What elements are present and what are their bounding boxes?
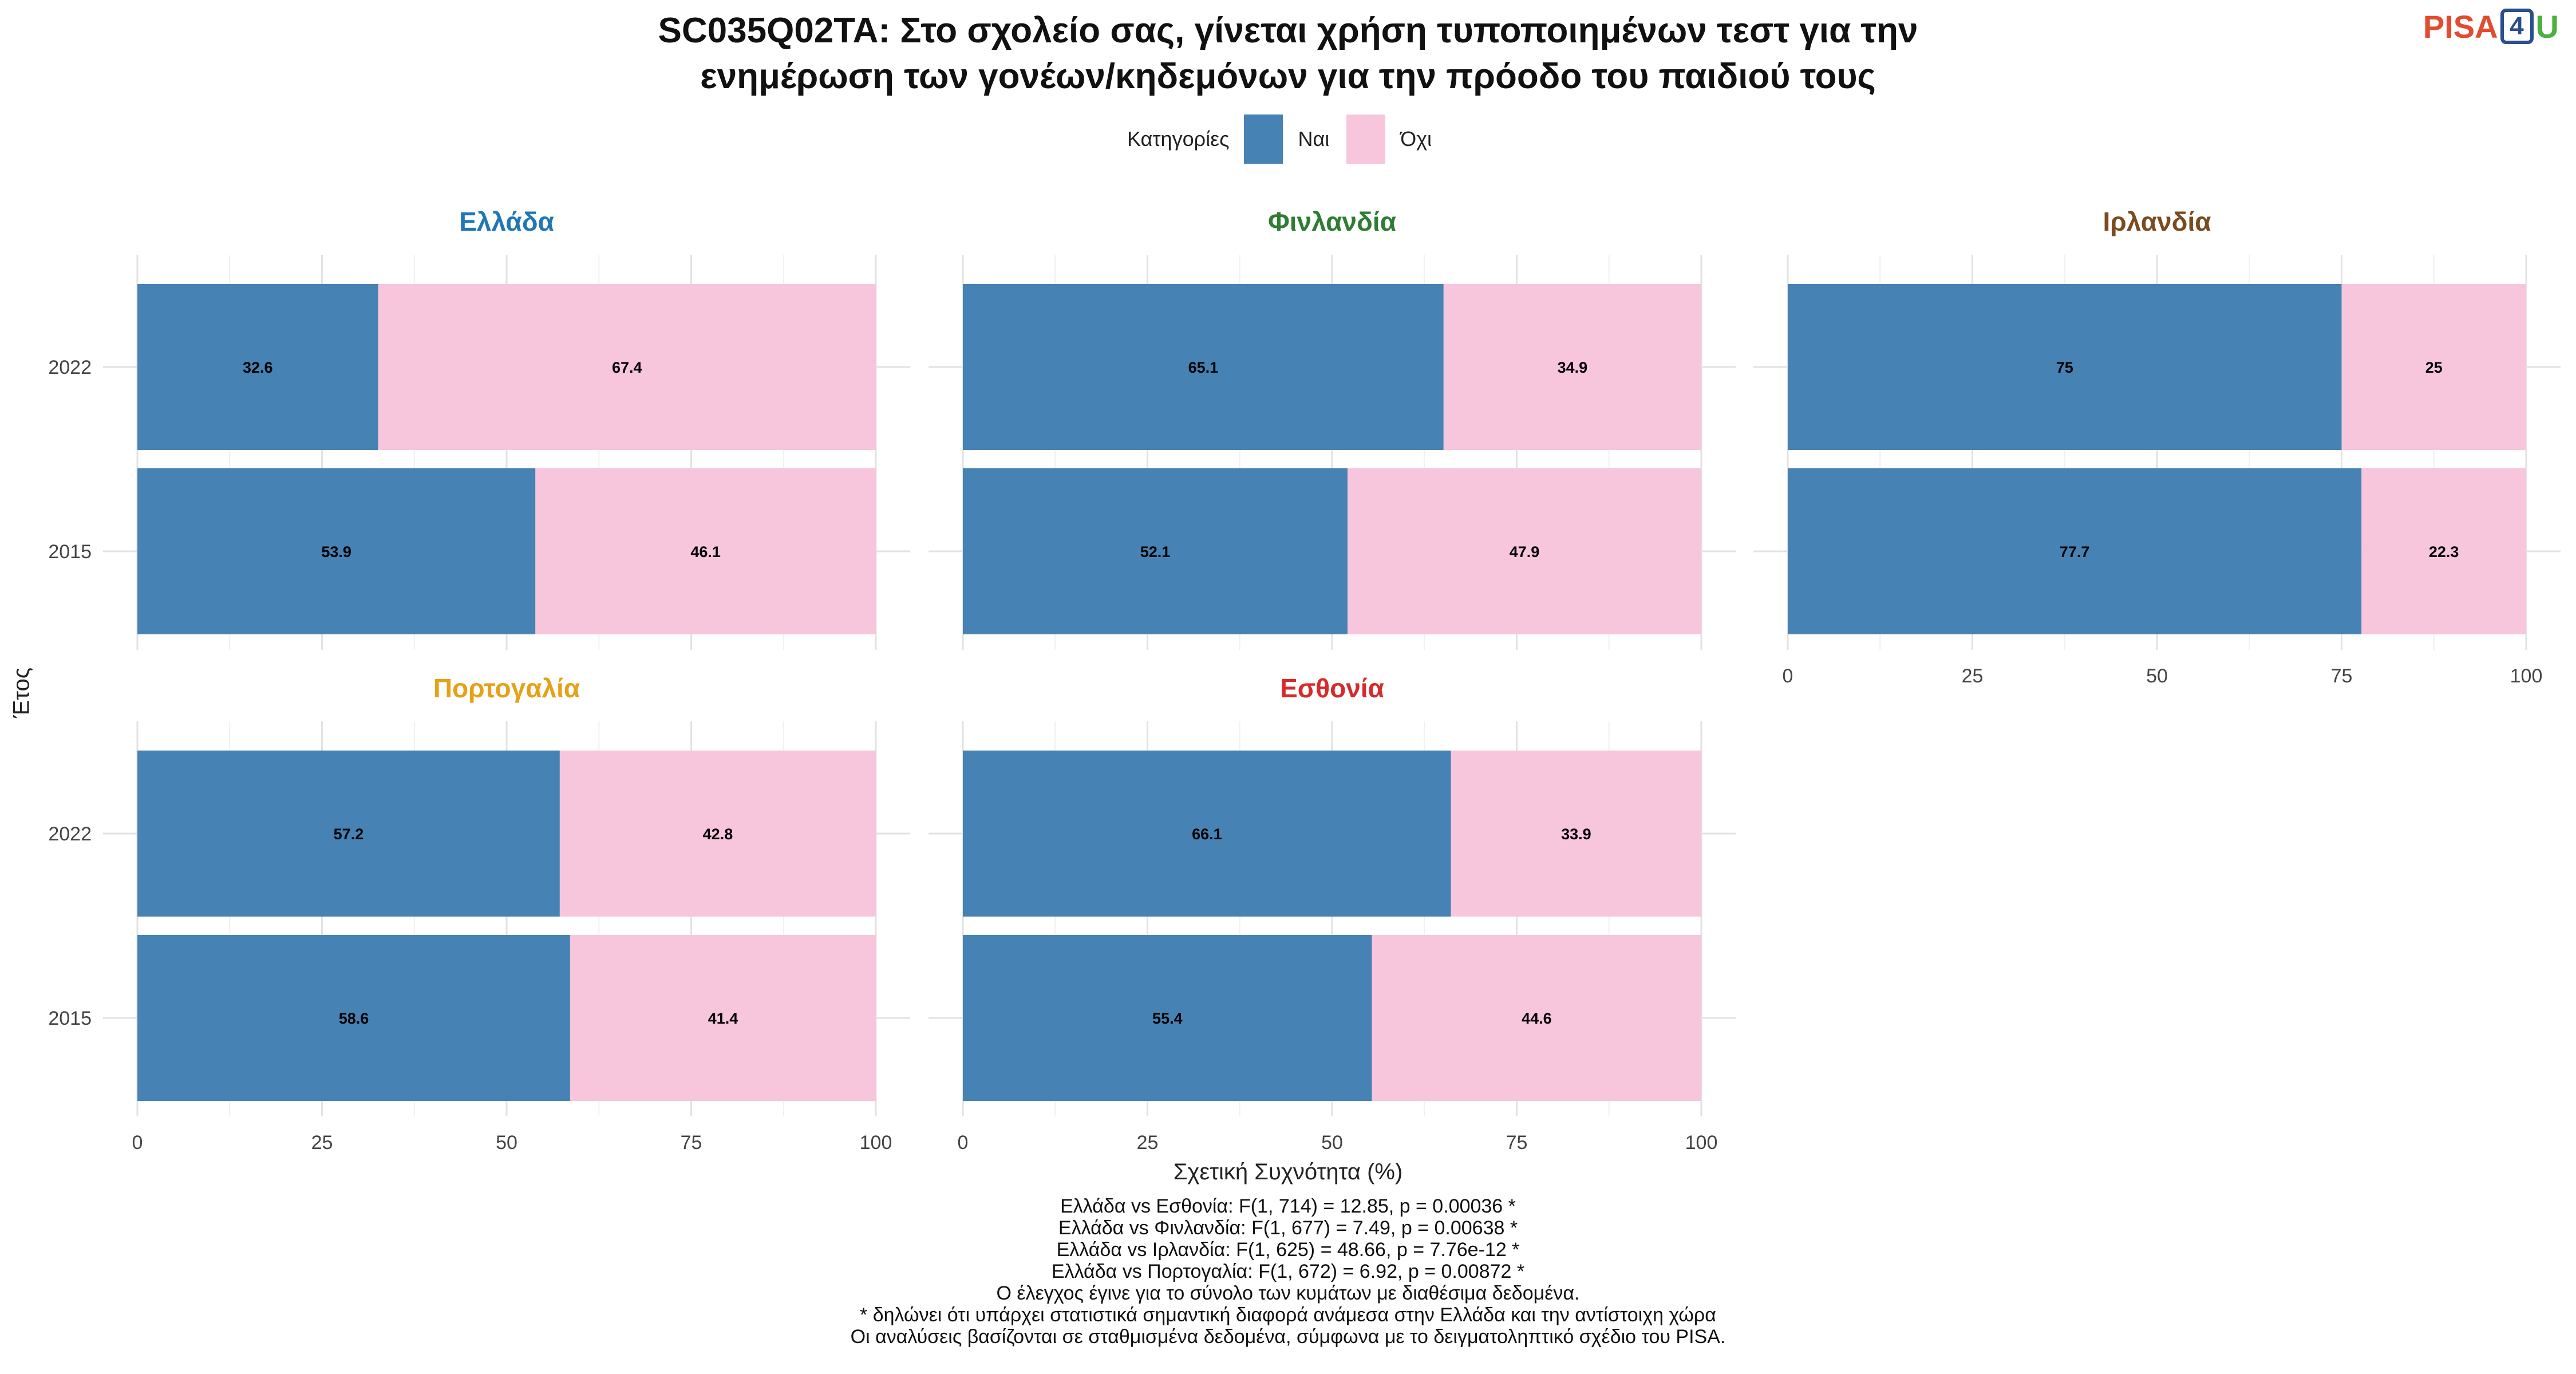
footer-line: Ελλάδα vs Πορτογαλία: F(1, 672) = 6.92, …: [1051, 1261, 1525, 1282]
data-label: 25: [2425, 359, 2443, 376]
y-tick-label: 2015: [48, 1008, 92, 1029]
data-label: 33.9: [1561, 826, 1591, 843]
x-tick-label: 50: [1321, 1132, 1343, 1154]
y-tick-label: 2022: [48, 357, 92, 378]
bar-ιρλανδία-2022-όχι: [2341, 284, 2526, 450]
bar-πορτογαλία-2022-ναι: [137, 751, 560, 917]
bar-ιρλανδία-2015-ναι: [1788, 468, 2362, 634]
data-label: 53.9: [321, 543, 351, 560]
x-tick-label: 100: [860, 1132, 892, 1154]
bar-φινλανδία-2022-ναι: [963, 284, 1444, 450]
x-tick-label: 0: [958, 1132, 969, 1154]
x-tick-label: 50: [2146, 665, 2168, 687]
data-label: 77.7: [2060, 543, 2090, 560]
pisa4u-logo: PISA 4 U: [2423, 8, 2559, 45]
x-tick-label: 100: [2510, 665, 2543, 687]
x-tick-label: 75: [2331, 665, 2353, 687]
chart-title-line-1: SC035Q02TA: Στο σχολείο σας, γίνεται χρή…: [658, 11, 1918, 50]
panel-title-φινλανδία: Φινλανδία: [1268, 207, 1396, 236]
bar-εσθονία-2022-ναι: [963, 751, 1451, 917]
bar-εσθονία-2015-όχι: [1372, 935, 1701, 1101]
data-label: 75: [2056, 359, 2073, 376]
chart-title: SC035Q02TA: Στο σχολείο σας, γίνεται χρή…: [0, 8, 2576, 100]
data-label: 52.1: [1140, 543, 1171, 560]
footer-line: Ελλάδα vs Φινλανδία: F(1, 677) = 7.49, p…: [1058, 1217, 1518, 1239]
panel-title-εσθονία: Εσθονία: [1280, 673, 1384, 703]
bar-εσθονία-2015-ναι: [963, 935, 1372, 1101]
data-label: 57.2: [334, 826, 364, 843]
bar-πορτογαλία-2015-ναι: [137, 935, 570, 1101]
bar-φινλανδία-2022-όχι: [1443, 284, 1701, 450]
x-axis-label: Σχετική Συχνότητα (%): [1173, 1159, 1403, 1185]
y-tick-label: 2015: [48, 541, 92, 563]
data-label: 42.8: [703, 826, 733, 843]
data-label: 67.4: [612, 359, 642, 376]
data-label: 41.4: [708, 1010, 738, 1027]
panel-title-ελλάδα: Ελλάδα: [459, 207, 554, 236]
logo-pisa-text: PISA: [2423, 8, 2498, 45]
footer-line: Ο έλεγχος έγινε για το σύνολο των κυμάτω…: [996, 1282, 1580, 1304]
bar-ελλάδα-2015-ναι: [137, 468, 536, 634]
legend-key-nai: [1244, 114, 1283, 164]
x-tick-label: 75: [1506, 1132, 1528, 1154]
bar-εσθονία-2022-όχι: [1451, 751, 1701, 917]
footer-line: Ελλάδα vs Ιρλανδία: F(1, 625) = 48.66, p…: [1056, 1239, 1520, 1261]
data-label: 55.4: [1152, 1010, 1183, 1027]
bar-ιρλανδία-2022-ναι: [1788, 284, 2342, 450]
logo-four-badge: 4: [2500, 9, 2534, 44]
bar-φινλανδία-2015-όχι: [1348, 468, 1701, 634]
x-tick-label: 75: [681, 1132, 702, 1154]
footer-line: Οι αναλύσεις βασίζονται σε σταθμισμένα δ…: [850, 1326, 1726, 1348]
legend-key-ochi: [1346, 114, 1386, 164]
footer-line: Ελλάδα vs Εσθονία: F(1, 714) = 12.85, p …: [1060, 1195, 1516, 1217]
bar-πορτογαλία-2022-όχι: [559, 751, 876, 917]
x-tick-label: 25: [311, 1132, 333, 1154]
legend: Κατηγορίες Ναι Όχι: [0, 114, 2576, 164]
footer-notes: Ελλάδα vs Εσθονία: F(1, 714) = 12.85, p …: [0, 1195, 2576, 1348]
x-tick-label: 25: [1962, 665, 1984, 687]
x-tick-label: 0: [1783, 665, 1793, 687]
legend-label-nai: Ναι: [1298, 127, 1330, 151]
footer-line: * δηλώνει ότι υπάρχει στατιστικά σημαντι…: [860, 1304, 1716, 1326]
bar-φινλανδία-2015-ναι: [963, 468, 1348, 634]
y-tick-label: 2022: [48, 823, 92, 845]
data-label: 44.6: [1522, 1010, 1552, 1027]
data-label: 22.3: [2429, 543, 2459, 560]
data-label: 32.6: [243, 359, 273, 376]
x-tick-label: 0: [132, 1132, 143, 1154]
data-label: 47.9: [1510, 543, 1540, 560]
x-tick-label: 25: [1137, 1132, 1159, 1154]
x-tick-label: 100: [1685, 1132, 1718, 1154]
y-axis-label: Έτος: [9, 667, 34, 718]
data-label: 34.9: [1558, 359, 1588, 376]
logo-u-text: U: [2535, 8, 2559, 45]
data-label: 66.1: [1192, 826, 1222, 843]
legend-label-ochi: Όχι: [1400, 127, 1432, 151]
data-label: 46.1: [690, 543, 721, 560]
data-label: 58.6: [339, 1010, 369, 1027]
chart-title-line-2: ενημέρωση των γονέων/κηδεμόνων για την π…: [700, 57, 1876, 96]
bar-ιρλανδία-2015-όχι: [2361, 468, 2526, 634]
legend-title: Κατηγορίες: [1127, 127, 1230, 151]
bar-πορτογαλία-2015-όχι: [570, 935, 876, 1101]
bar-ελλάδα-2015-όχι: [535, 468, 876, 634]
bar-ελλάδα-2022-ναι: [137, 284, 378, 450]
panel-title-ιρλανδία: Ιρλανδία: [2103, 207, 2211, 236]
x-tick-label: 50: [496, 1132, 517, 1154]
data-label: 65.1: [1188, 359, 1219, 376]
bar-ελλάδα-2022-όχι: [378, 284, 876, 450]
panel-title-πορτογαλία: Πορτογαλία: [433, 673, 580, 703]
